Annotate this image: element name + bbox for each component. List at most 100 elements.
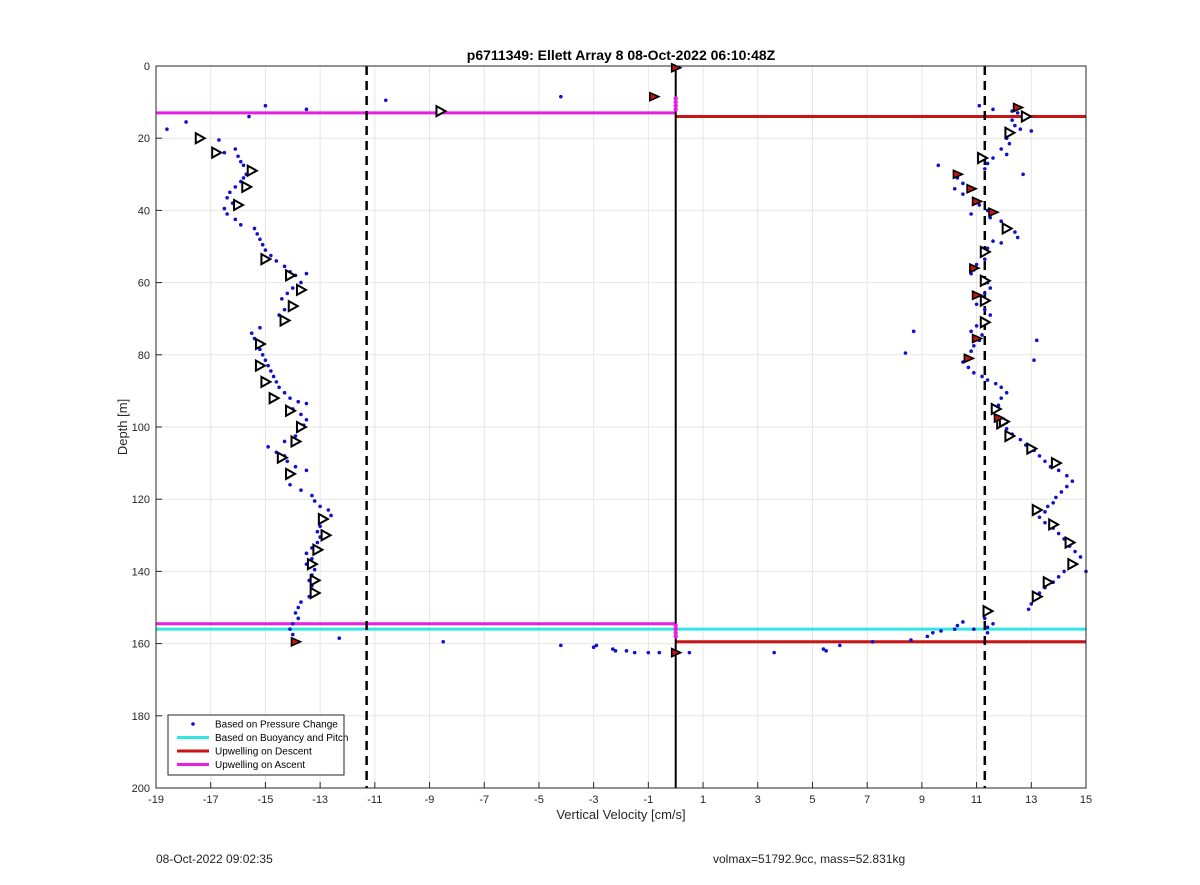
buoyancy-marker — [287, 299, 300, 313]
pressure-point — [1037, 515, 1042, 520]
pressure-point — [1065, 484, 1069, 489]
descent-marker — [993, 412, 1006, 424]
pressure-point — [982, 307, 987, 312]
pressure-point — [299, 412, 303, 417]
pressure-point — [1059, 490, 1064, 494]
buoyancy-marker — [312, 543, 325, 557]
pressure-point — [985, 630, 990, 635]
pressure-point — [1034, 338, 1039, 343]
pressure-point — [263, 358, 268, 363]
buoyancy-marker — [320, 528, 333, 542]
legend-label: Based on Buoyancy and Pitch — [215, 733, 348, 744]
x-tick-label: 3 — [755, 794, 761, 806]
buoyancy-marker — [276, 450, 289, 465]
buoyancy-marker — [1001, 221, 1014, 236]
pressure-point — [1032, 358, 1036, 363]
pressure-point — [304, 551, 309, 556]
y-tick-label: 100 — [132, 422, 150, 434]
buoyancy-marker — [1050, 456, 1063, 470]
pressure-point — [315, 529, 320, 534]
pressure-point — [312, 567, 317, 572]
descent-marker — [670, 647, 683, 658]
x-tick-label: -11 — [367, 794, 382, 806]
x-tick-label: -3 — [589, 794, 599, 806]
pressure-point — [263, 103, 268, 108]
buoyancy-marker — [309, 573, 322, 588]
pressure-point — [1007, 141, 1012, 146]
ascent-point — [673, 623, 678, 628]
pressure-point — [966, 365, 971, 370]
pressure-point — [258, 237, 262, 242]
pressure-point — [288, 396, 292, 400]
descent-marker — [988, 206, 1000, 218]
pressure-point — [1043, 510, 1047, 514]
pressure-point — [974, 302, 979, 307]
pressure-point — [985, 378, 990, 382]
pressure-point — [838, 643, 842, 648]
pressure-point — [1021, 172, 1025, 177]
pressure-point — [304, 107, 309, 112]
pressure-point — [982, 291, 987, 296]
pressure-point — [304, 271, 309, 276]
pressure-point — [222, 150, 227, 155]
pressure-point — [993, 381, 998, 386]
pressure-point — [260, 353, 265, 357]
y-axis-label: Depth [m] — [115, 399, 130, 455]
buoyancy-marker — [317, 512, 330, 526]
buoyancy-marker — [979, 245, 992, 259]
pressure-point — [1013, 230, 1017, 234]
pressure-point — [972, 627, 976, 631]
pressure-point — [280, 297, 284, 301]
ascent-point — [673, 96, 678, 101]
pressure-point — [326, 508, 331, 512]
pressure-point — [1015, 235, 1020, 240]
data-points — [165, 62, 1088, 658]
pressure-point — [1026, 607, 1031, 612]
pressure-point — [290, 621, 295, 626]
pressure-point — [1010, 118, 1014, 122]
pressure-point — [277, 385, 281, 390]
pressure-point — [282, 264, 287, 269]
y-tick-label: 60 — [138, 278, 150, 290]
x-tick-label: 1 — [700, 794, 706, 806]
descent-marker — [649, 91, 661, 102]
y-tick-label: 80 — [138, 350, 150, 362]
pressure-point — [952, 627, 957, 631]
pressure-point — [266, 445, 270, 449]
buoyancy-marker — [194, 131, 207, 145]
pressure-point — [184, 120, 188, 124]
descent-marker — [963, 353, 976, 364]
pressure-point — [657, 650, 662, 655]
pressure-point — [255, 232, 260, 236]
pressure-point — [613, 649, 618, 653]
buoyancy-marker — [268, 391, 281, 405]
pressure-point — [310, 493, 314, 498]
ascent-point — [673, 630, 678, 635]
pressure-point — [288, 482, 292, 487]
pressure-point — [1045, 504, 1050, 509]
buoyancy-marker — [260, 375, 273, 389]
pressure-point — [977, 103, 982, 108]
x-tick-label: -9 — [425, 794, 435, 806]
pressure-point — [1015, 111, 1020, 115]
buoyancy-marker — [979, 274, 992, 288]
buoyancy-marker — [435, 104, 448, 118]
pressure-point — [936, 163, 941, 168]
pressure-point — [985, 625, 990, 630]
pressure-point — [288, 627, 292, 631]
x-tick-label: -13 — [312, 794, 328, 806]
x-axis-label: Vertical Velocity [cm/s] — [556, 807, 685, 822]
pressure-point — [258, 347, 262, 352]
pressure-point — [293, 434, 298, 438]
pressure-point — [296, 616, 301, 621]
pressure-point — [241, 163, 246, 168]
pressure-point — [961, 181, 965, 186]
pressure-point — [610, 647, 615, 651]
pressure-point — [258, 325, 262, 330]
pressure-point — [961, 192, 965, 196]
x-tick-label: 13 — [1025, 794, 1037, 806]
buoyancy-marker — [1031, 503, 1044, 517]
pressure-point — [969, 349, 973, 353]
pressure-point — [1004, 427, 1009, 431]
pressure-point — [1056, 468, 1061, 473]
